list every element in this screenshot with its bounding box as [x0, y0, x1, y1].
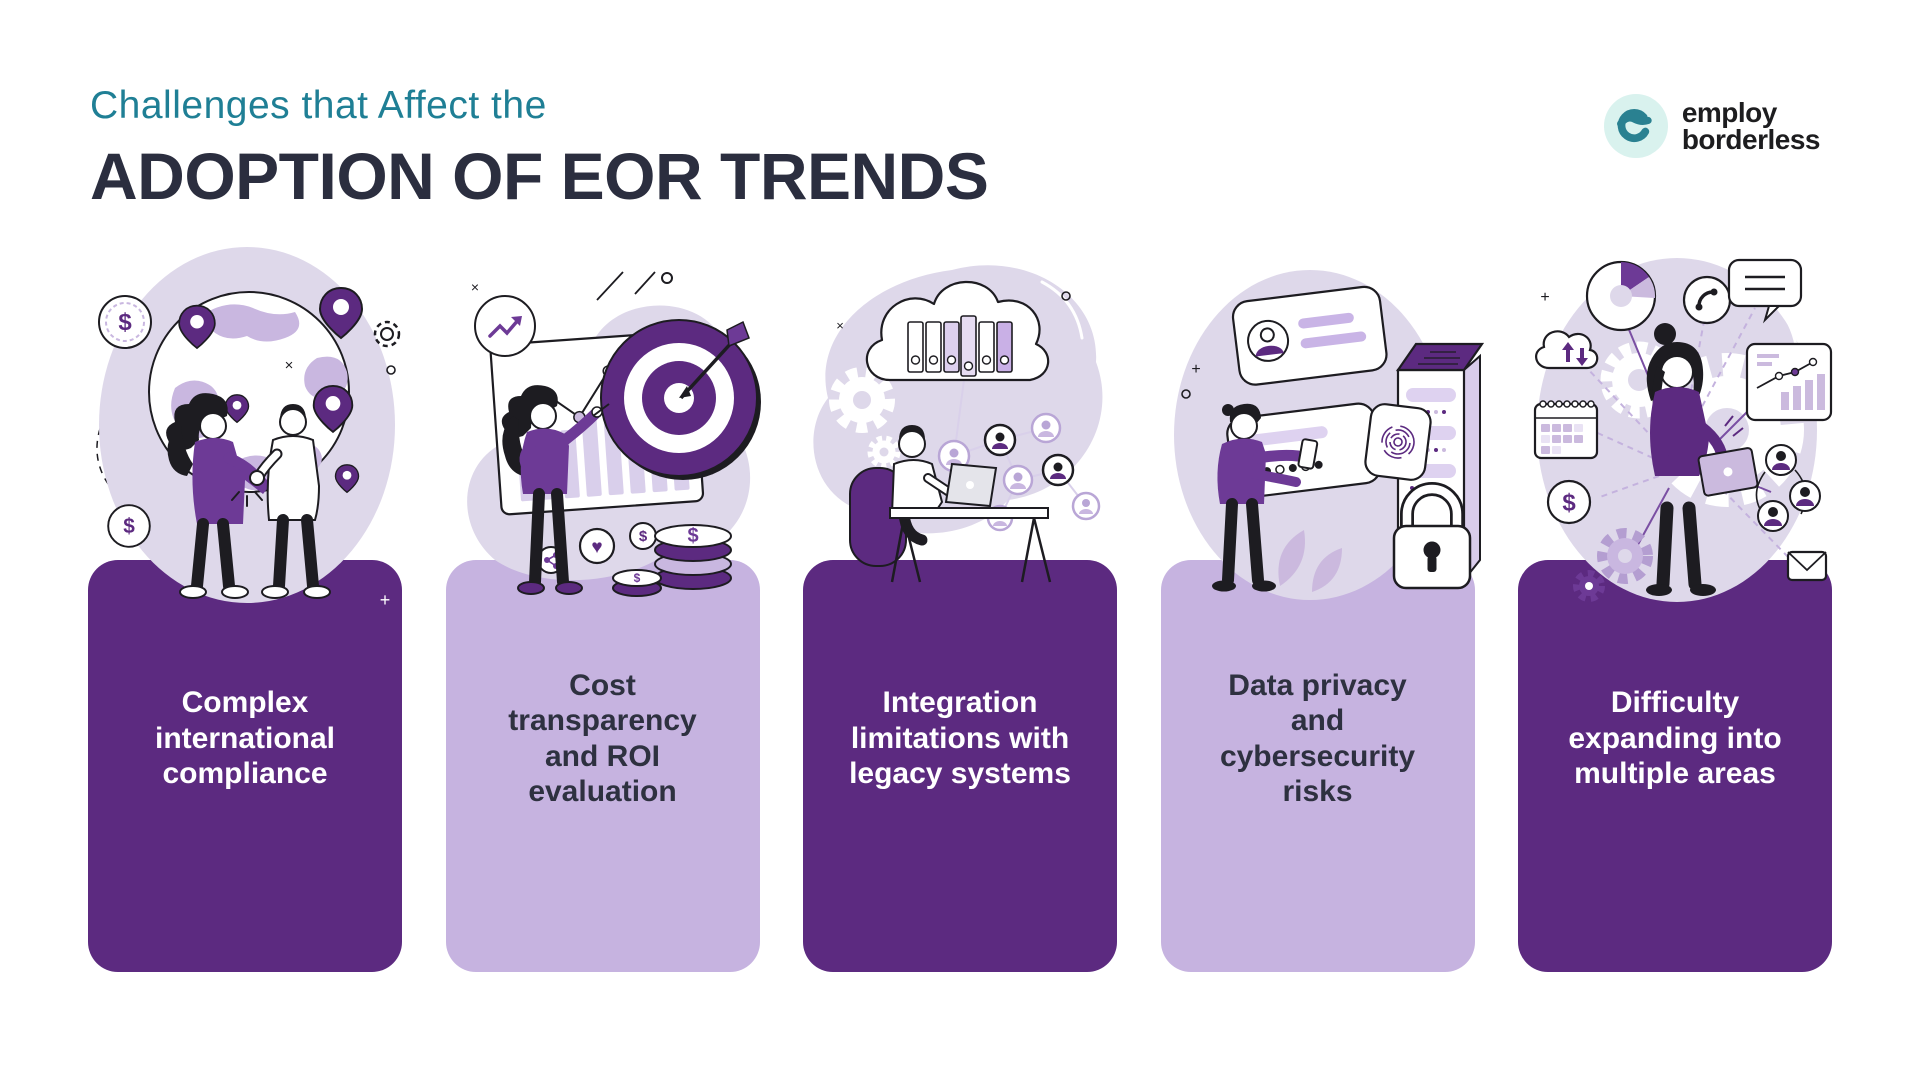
challenge-column-1: ×: [88, 230, 402, 972]
phone-user-figure: [1211, 403, 1318, 592]
calendar-icon: [1533, 400, 1599, 460]
page-title: ADOPTION OF EOR TRENDS: [90, 139, 989, 213]
dot-accent: [660, 272, 673, 284]
challenge-card-3: Integration limitations with legacy syst…: [803, 560, 1117, 972]
connector-lines-dashed: [1584, 307, 1792, 561]
gear-icon: [373, 320, 401, 348]
heart-badge-icon: ♥: [578, 527, 615, 565]
map-pin-icon: [178, 304, 216, 350]
challenge-column-2: ×: [445, 230, 761, 972]
challenge-card-2: Cost transparency and ROI evaluation: [445, 560, 760, 972]
padlock-icon: [1392, 482, 1471, 590]
target-dart-icon: [599, 319, 761, 480]
legacy-cloud-illustration: ×: [803, 230, 1117, 620]
trend-badge-icon: [473, 295, 536, 357]
dot-accent: [386, 365, 396, 375]
dollar-coin-icon: $: [98, 295, 152, 349]
logo-line-2: borderless: [1681, 124, 1821, 155]
sparkle: +: [1191, 361, 1200, 378]
logo-e-icon: [1616, 109, 1652, 143]
data-privacy-illustration: +: [1161, 230, 1484, 620]
dollar-badge-icon: $: [1546, 479, 1592, 525]
gears-icon: [1573, 570, 1605, 602]
challenge-column-5: +: [1518, 230, 1833, 972]
fingerprint-icon: [1363, 403, 1432, 481]
dot-accent: [1180, 389, 1191, 399]
laptop-desk-figure: [849, 425, 1052, 583]
challenge-cards-row: ×: [0, 230, 1920, 972]
challenge-card-label: Data privacy and cybersecurity risks: [1219, 668, 1416, 808]
challenge-column-3: × Integration limitations with legacy sy…: [803, 230, 1117, 972]
multi-area-illustration: +: [1518, 230, 1833, 620]
challenge-card-label: Difficulty expanding into multiple areas: [1568, 686, 1782, 791]
sparkle: +: [380, 590, 391, 610]
connector-lines: [1624, 319, 1772, 551]
svg-text:$: $: [633, 571, 640, 585]
presenter-figure: [501, 385, 610, 595]
gear-icon: [867, 435, 901, 469]
page-subtitle: Challenges that Affect the: [90, 84, 547, 127]
challenge-card-label: Cost transparency and ROI evaluation: [508, 668, 697, 808]
challenge-card-label: Integration limitations with legacy syst…: [849, 686, 1071, 791]
coin-stack-icon: $: [653, 524, 732, 590]
challenge-card-5: Difficulty expanding into multiple areas: [1518, 560, 1832, 972]
map-pin-icon: [318, 286, 364, 340]
mail-icon: [1786, 550, 1828, 582]
coin-stack-icon: $: [611, 569, 662, 597]
blob-highlight: [1040, 280, 1084, 340]
slash-accents: [1724, 415, 1744, 437]
svg-text:$: $: [118, 309, 132, 336]
leaf-accent: [1277, 530, 1305, 586]
analytics-card-icon: [1745, 342, 1833, 422]
leaf-accent: [1311, 548, 1342, 592]
challenge-card-label: Complex international compliance: [154, 686, 335, 791]
cloud-sync-icon: [1535, 330, 1599, 370]
map-pin-icon: [334, 464, 360, 494]
profile-card-icon: [1231, 285, 1388, 386]
pie-chart-icon: [1585, 260, 1657, 332]
page-header: Challenges that Affect the ADOPTION OF E…: [0, 0, 1920, 214]
logo-wordmark: employ borderless: [1681, 96, 1821, 155]
handshake-people: [166, 393, 331, 599]
sparkle: +: [1540, 289, 1549, 306]
challenge-column-4: +: [1160, 230, 1484, 972]
cloud-folders-icon: [865, 280, 1050, 382]
sparkle: ×: [836, 318, 844, 333]
brand-logo: employ borderless: [1603, 94, 1821, 158]
challenge-card-4: Data privacy and cybersecurity risks: [1160, 560, 1475, 972]
challenge-card-1: Complex international compliance: [88, 560, 402, 972]
svg-text:$: $: [123, 515, 135, 538]
svg-text:$: $: [638, 528, 647, 545]
phone-icon: [1682, 275, 1732, 325]
dollar-badge-icon: $: [628, 522, 657, 550]
title-block: Challenges that Affect the ADOPTION OF E…: [90, 84, 989, 214]
sparkle: ×: [470, 279, 478, 295]
sparkle: ×: [285, 357, 294, 374]
gears-icon: [1597, 528, 1653, 584]
dollar-coin-icon: $: [107, 504, 151, 548]
logo-badge: [1603, 94, 1668, 158]
team-network-icon: [1755, 444, 1821, 532]
network-links: [953, 379, 1087, 519]
chat-bubble-icon: [1727, 258, 1803, 324]
gear-icon: [829, 367, 895, 433]
map-pin-icon: [224, 394, 250, 424]
dot-accent: [1061, 291, 1071, 301]
laptop-user-figure: [1646, 323, 1759, 596]
map-pin-icon: [312, 384, 354, 434]
global-compliance-illustration: ×: [88, 230, 402, 620]
svg-text:♥: ♥: [591, 537, 602, 558]
svg-text:$: $: [1562, 490, 1576, 517]
slash-accents: [595, 271, 656, 301]
cost-roi-illustration: ×: [446, 230, 761, 620]
logo-line-1: employ: [1681, 96, 1778, 128]
svg-text:$: $: [687, 525, 698, 547]
